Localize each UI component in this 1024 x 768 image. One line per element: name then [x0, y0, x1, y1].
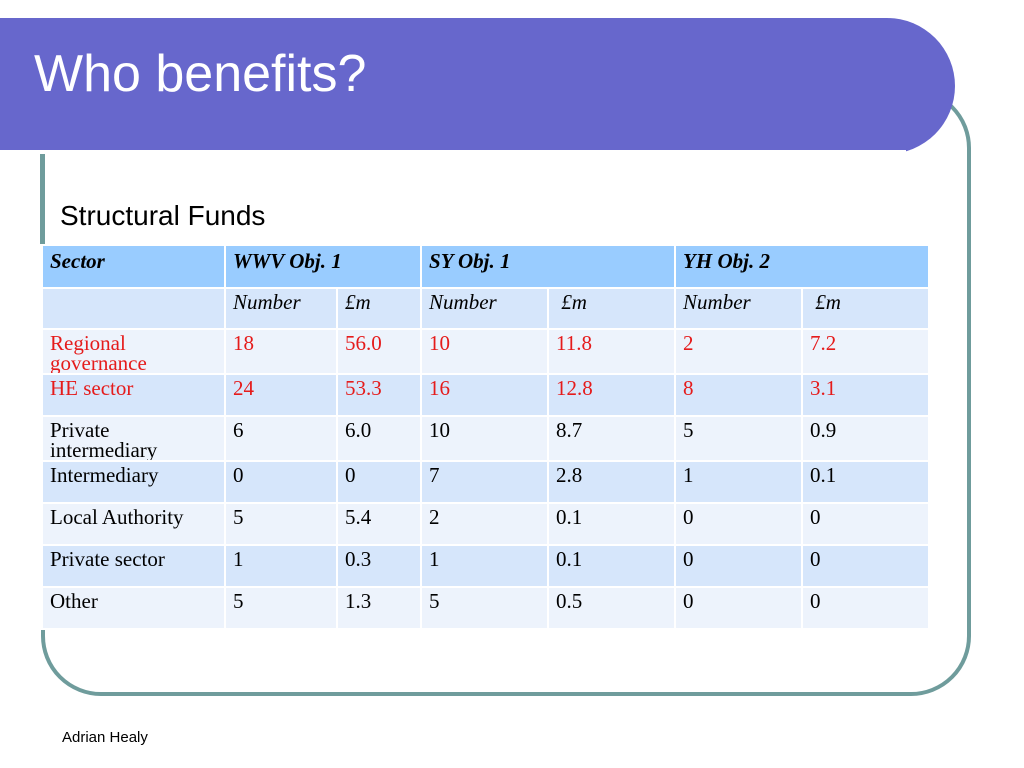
table-row: HE sector 24 53.3 16 12.8 8 3.1: [41, 373, 931, 417]
table-cell: 0: [801, 544, 931, 588]
table-cell: 8.7: [547, 415, 677, 462]
table-row: Private sector 1 0.3 1 0.1 0 0: [41, 544, 931, 588]
table-cell: 0.1: [801, 460, 931, 504]
table-cell: 2.8: [547, 460, 677, 504]
sector-cell: HE sector: [41, 373, 226, 417]
table-cell: 5: [674, 415, 804, 462]
sector-cell: Private intermediary: [41, 415, 226, 462]
table-header-row: Sector WWV Obj. 1 SY Obj. 1 YH Obj. 2: [41, 244, 931, 289]
slide-title: Who benefits?: [34, 45, 367, 103]
table-cell: 10: [420, 328, 550, 375]
table-cell: 0: [674, 586, 804, 630]
title-banner: [0, 18, 955, 154]
subheader-cell: Number: [224, 287, 338, 330]
subheader-cell: Number: [420, 287, 550, 330]
sector-cell: Local Authority: [41, 502, 226, 546]
header-wwv-obj1: WWV Obj. 1: [223, 244, 423, 289]
table-cell: 18: [224, 328, 338, 375]
structural-funds-table: Sector WWV Obj. 1 SY Obj. 1 YH Obj. 2 Nu…: [41, 244, 931, 630]
table-cell: 56.0: [335, 328, 423, 375]
subheader-cell: £m: [335, 287, 423, 330]
table-cell: 2: [674, 328, 804, 375]
header-sector: Sector: [41, 244, 226, 289]
sector-cell: Private sector: [41, 544, 226, 588]
table-cell: 0.3: [335, 544, 423, 588]
table-cell: 2: [420, 502, 550, 546]
table-cell: 8: [674, 373, 804, 417]
banner-divider: [0, 150, 906, 154]
table-cell: 53.3: [335, 373, 423, 417]
table-cell: 10: [420, 415, 550, 462]
table-cell: 5: [420, 586, 550, 630]
footer-author: Adrian Healy: [62, 729, 148, 746]
accent-bar: [40, 154, 45, 244]
sector-cell: Intermediary: [41, 460, 226, 504]
table-cell: 0.5: [547, 586, 677, 630]
table-cell: 1: [674, 460, 804, 504]
table-cell: 6: [224, 415, 338, 462]
table-cell: 0: [224, 460, 338, 504]
subheader-cell: Number: [674, 287, 804, 330]
table-row: Other 5 1.3 5 0.5 0 0: [41, 586, 931, 630]
table-cell: 1: [420, 544, 550, 588]
table-subheader-row: Number £m Number £m Number £m: [41, 287, 931, 330]
table-cell: 11.8: [547, 328, 677, 375]
header-yh-obj2: YH Obj. 2: [674, 244, 931, 289]
subheader-cell: £m: [547, 287, 677, 330]
table-cell: 5.4: [335, 502, 423, 546]
table-cell: 7.2: [801, 328, 931, 375]
table-cell: 0: [674, 502, 804, 546]
table-cell: 3.1: [801, 373, 931, 417]
table-cell: 16: [420, 373, 550, 417]
sector-cell: Regional governance: [41, 328, 226, 375]
table-cell: 1.3: [335, 586, 423, 630]
subheader-cell: [41, 287, 226, 330]
table-row: Private intermediary 6 6.0 10 8.7 5 0.9: [41, 415, 931, 462]
table-cell: 7: [420, 460, 550, 504]
slide-subtitle: Structural Funds: [60, 200, 266, 231]
table-cell: 6.0: [335, 415, 423, 462]
table-cell: 0: [335, 460, 423, 504]
table-cell: 5: [224, 586, 338, 630]
table-cell: 24: [224, 373, 338, 417]
table-row: Intermediary 0 0 7 2.8 1 0.1: [41, 460, 931, 504]
subheader-cell: £m: [801, 287, 931, 330]
table-row: Regional governance 18 56.0 10 11.8 2 7.…: [41, 328, 931, 375]
table-cell: 1: [224, 544, 338, 588]
table-cell: 0: [674, 544, 804, 588]
table-cell: 5: [224, 502, 338, 546]
header-sy-obj1: SY Obj. 1: [420, 244, 677, 289]
table-cell: 0.1: [547, 544, 677, 588]
table-cell: 12.8: [547, 373, 677, 417]
table-cell: 0: [801, 502, 931, 546]
table-row: Local Authority 5 5.4 2 0.1 0 0: [41, 502, 931, 546]
table-cell: 0: [801, 586, 931, 630]
table-cell: 0.1: [547, 502, 677, 546]
sector-cell: Other: [41, 586, 226, 630]
table-cell: 0.9: [801, 415, 931, 462]
